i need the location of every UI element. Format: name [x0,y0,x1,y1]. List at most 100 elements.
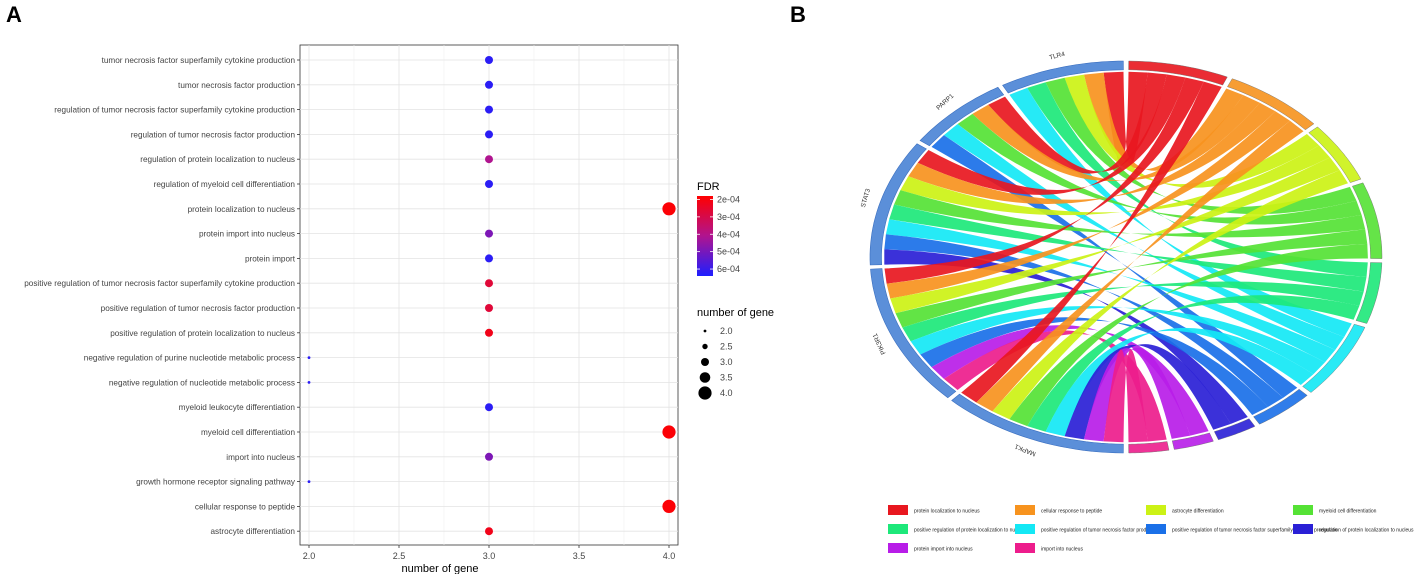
x-tick-label: 2.0 [303,551,316,561]
y-tick-label: regulation of tumor necrosis factor supe… [54,106,295,115]
panel-b: B TLR4 PARP1 STAT3 PIK3R1 MAPK1 protein loca… [790,2,1414,553]
chord-link [894,190,1366,238]
term-legend-swatch [1146,505,1166,515]
term-arc [1302,323,1366,393]
gene-label: PARP1 [935,92,955,111]
size-legend: 2.0 2.5 3.0 3.5 4.0 [698,326,733,400]
fdr-legend-ticks: 2e-04 3e-04 4e-04 5e-04 6e-04 [697,194,740,274]
panel-b-letter: B [790,2,806,27]
term-arc [1253,388,1308,425]
gene-label: MAPK1 [1014,442,1037,457]
term-legend-label: protein localization to nucleus [914,509,980,515]
term-arc [1227,78,1315,131]
data-point [307,480,311,483]
chord-link [957,113,1362,225]
gene-label: STAT3 [860,188,872,209]
fdr-tick-label: 5e-04 [717,247,740,257]
fdr-tick-label: 3e-04 [717,212,740,222]
fdr-tick-label: 4e-04 [717,229,740,239]
gene-label: PIK3R1 [872,332,888,356]
y-tick-label: positive regulation of tumor necrosis fa… [24,279,295,288]
term-legend-label: import into nucleus [1041,547,1083,553]
chord-link [910,306,1325,375]
chord-link [1103,349,1148,443]
y-tick-label: protein import [245,254,296,263]
data-point [485,254,493,263]
data-point [662,499,676,513]
x-tick-label: 2.5 [393,551,406,561]
term-arc [1171,432,1214,450]
data-points [307,56,676,536]
x-tick-label: 3.5 [573,551,586,561]
y-tick-label: positive regulation of tumor necrosis fa… [101,304,296,313]
size-legend-label: 2.5 [720,342,733,352]
term-legend-swatch [1015,543,1035,553]
data-point [485,155,493,164]
data-point [485,105,493,114]
y-tick-label: regulation of protein localization to nu… [140,155,295,164]
data-point [307,381,311,384]
chord-link [885,219,1336,363]
panel-a-letter: A [6,2,22,27]
data-point [485,304,493,312]
data-point [485,403,493,412]
term-legend-swatch [888,524,908,534]
gene-arc [1002,60,1124,94]
chord-link [931,135,1298,398]
x-tick-label: 3.0 [483,551,496,561]
term-legend-swatch [1015,524,1035,534]
gene-label: TLR4 [1049,51,1067,62]
term-legend-label: positive regulation of tumor necrosis fa… [1172,528,1338,534]
size-legend-label: 2.0 [720,326,733,336]
data-point [485,279,493,288]
term-legend-label: positive regulation of tumor necrosis fa… [1041,528,1160,534]
term-legend-label: astrocyte differentiation [1172,509,1224,515]
x-axis-ticks: 2.0 2.5 3.0 3.5 4.0 [303,545,675,561]
y-tick-label: tumor necrosis factor superfamily cytoki… [102,56,296,65]
size-legend-dot [701,358,709,366]
data-point [485,452,493,461]
data-point [485,229,493,238]
fdr-tick-label: 6e-04 [717,264,740,274]
data-point [485,130,493,139]
size-legend-title: number of gene [697,307,774,319]
data-point [485,180,493,188]
term-legend-label: cellular response to peptide [1041,509,1102,515]
chord-link [943,124,1345,350]
size-legend-dot [702,343,708,350]
term-legend-label: regulation of protein localization to nu… [1319,528,1414,534]
y-tick-label: tumor necrosis factor production [178,81,295,90]
gene-arc [870,268,957,399]
data-point [485,527,493,536]
panel-a: A tumor necrosis factor superfamily cyto… [6,2,774,574]
y-tick-label: negative regulation of purine nucleotide… [84,354,295,363]
y-tick-label: growth hormone receptor signaling pathwa… [136,478,296,487]
term-arc [1214,418,1256,441]
size-legend-label: 4.0 [720,388,733,398]
size-legend-dot [699,372,711,383]
term-arc [1128,441,1170,454]
fdr-legend-title: FDR [697,181,720,193]
fdr-colorbar [697,196,713,276]
y-tick-label: myeloid leukocyte differentiation [179,403,296,412]
gene-arc [869,143,927,266]
chord-link [889,204,1367,292]
chord-link [943,330,1167,442]
y-tick-label: regulation of myeloid cell differentiati… [154,180,296,189]
term-legend-label: protein import into nucleus [914,547,973,553]
chord-link [902,281,1364,342]
chord-link [886,111,1290,299]
data-point [662,425,676,439]
y-tick-label: astrocyte differentiation [210,527,295,536]
data-point [485,56,493,64]
term-arc [1355,262,1383,324]
y-tick-label: regulation of tumor necrosis factor prod… [131,130,296,139]
term-arc [1308,126,1362,183]
chord-arcs [869,60,1383,454]
y-tick-label: positive regulation of protein localizat… [110,329,295,338]
term-legend-swatch [1015,505,1035,515]
gene-arc [919,86,1005,147]
size-legend-label: 3.0 [720,357,733,367]
chord-links [884,71,1368,443]
